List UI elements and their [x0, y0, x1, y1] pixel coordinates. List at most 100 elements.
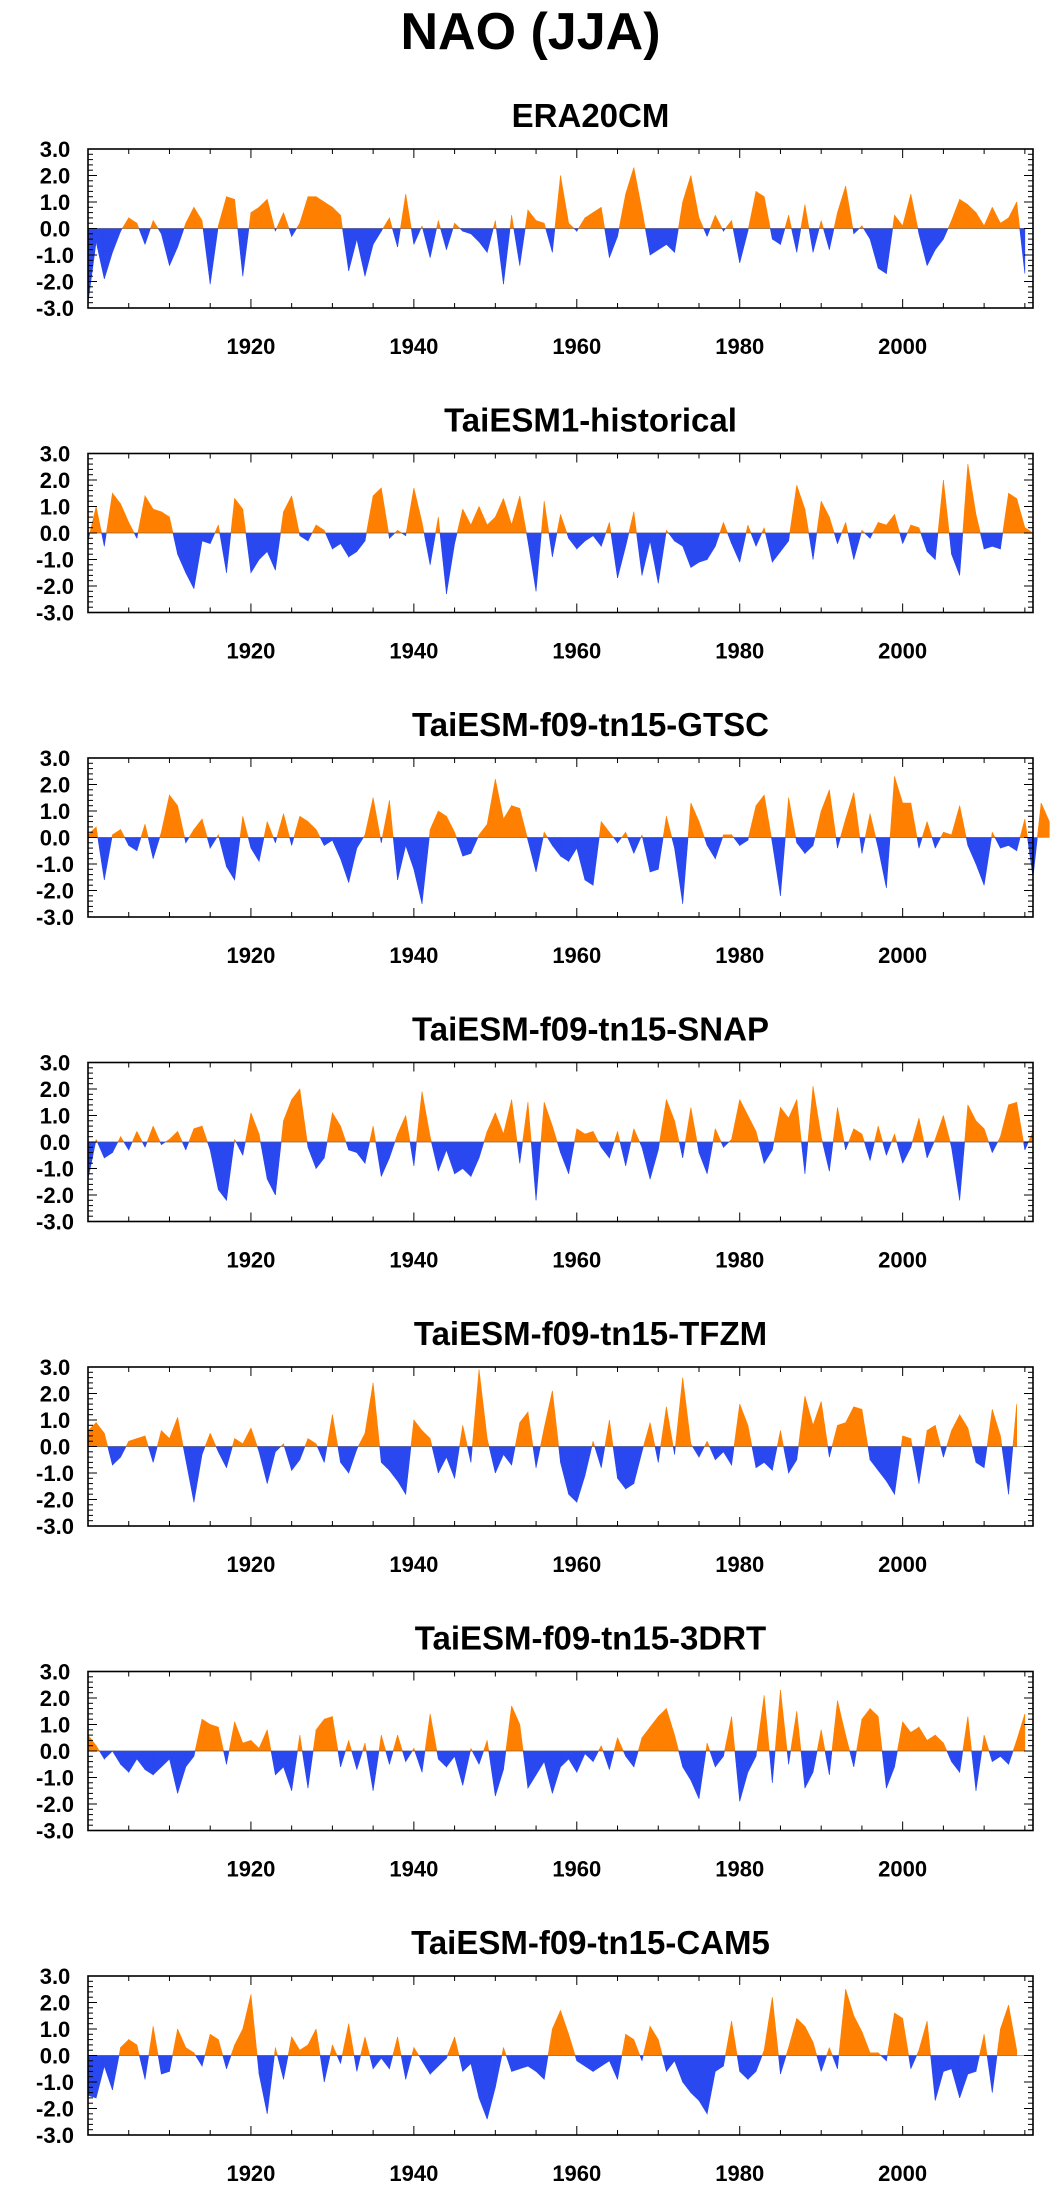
positive-area [276, 813, 284, 838]
negative-area [545, 228, 553, 253]
positive-area [902, 193, 912, 229]
x-tick-label: 1980 [715, 1248, 764, 1273]
positive-area [364, 1382, 374, 1447]
x-tick-label: 2000 [878, 1552, 927, 1577]
negative-area [172, 532, 178, 555]
positive-area [861, 529, 866, 534]
positive-area [934, 1425, 942, 1447]
negative-area [185, 1750, 195, 1768]
negative-area [275, 1446, 282, 1453]
negative-area [918, 1446, 926, 1484]
positive-area [774, 1690, 781, 1752]
negative-area [266, 2055, 275, 2114]
negative-area [617, 837, 623, 844]
positive-area [185, 207, 195, 229]
negative-area [625, 1446, 635, 1490]
negative-area [772, 1141, 775, 1151]
y-tick-label: 2.0 [40, 164, 71, 189]
panel-title: TaiESM-f09-tn15-SNAP [412, 1011, 769, 1048]
negative-area [682, 2055, 692, 2094]
negative-area [275, 837, 278, 843]
negative-area [181, 1141, 187, 1151]
negative-area [242, 228, 250, 277]
negative-area [682, 1141, 686, 1158]
positive-area [503, 2047, 507, 2056]
negative-area [706, 1141, 714, 1174]
positive-area [120, 2038, 130, 2056]
positive-area [416, 1091, 423, 1143]
negative-area [250, 837, 260, 863]
negative-area [552, 228, 556, 253]
positive-area [435, 517, 439, 534]
positive-area [413, 1748, 416, 1752]
positive-area [177, 1131, 183, 1143]
negative-area [584, 837, 594, 886]
x-tick-label: 1980 [715, 639, 764, 664]
positive-area [934, 1115, 944, 1143]
positive-area [910, 524, 920, 534]
positive-area [947, 220, 952, 229]
negative-area [202, 228, 211, 285]
negative-area [609, 1750, 615, 1770]
negative-area [808, 228, 814, 253]
negative-area [543, 2055, 549, 2080]
negative-area [405, 2055, 413, 2080]
positive-area [816, 1729, 822, 1752]
positive-area [620, 831, 626, 838]
negative-area [226, 532, 232, 573]
y-tick-label: -1.0 [36, 852, 74, 877]
positive-area [315, 1718, 325, 1752]
negative-area [546, 837, 553, 847]
positive-area [682, 175, 692, 229]
negative-area [144, 228, 151, 245]
negative-area [423, 532, 431, 565]
positive-area [287, 2036, 292, 2056]
negative-area [413, 837, 423, 904]
negative-area [438, 1446, 447, 1474]
positive-area [703, 1441, 708, 1447]
positive-area [926, 1424, 936, 1447]
positive-area [193, 1125, 203, 1143]
negative-area [454, 532, 458, 544]
positive-area [410, 1419, 415, 1447]
positive-area [486, 1112, 496, 1143]
positive-area [332, 2044, 338, 2056]
negative-area [951, 532, 960, 576]
positive-area [600, 820, 610, 838]
positive-area [796, 1711, 802, 1752]
positive-area [446, 816, 455, 838]
negative-area [372, 2055, 382, 2070]
positive-area [169, 517, 174, 534]
positive-area [943, 831, 952, 838]
negative-area [772, 1750, 776, 1783]
positive-area [283, 1099, 292, 1143]
positive-area [796, 485, 806, 534]
negative-area [470, 228, 480, 243]
negative-area [739, 2055, 749, 2081]
positive-area [280, 511, 284, 534]
negative-area [1001, 1446, 1009, 1495]
positive-area [837, 1422, 846, 1447]
positive-area [818, 220, 822, 229]
negative-area [780, 228, 786, 245]
positive-area [332, 1111, 341, 1143]
negative-area [405, 1750, 413, 1763]
negative-area [209, 532, 216, 544]
negative-area [731, 1446, 735, 1466]
negative-area [910, 2055, 918, 2069]
positive-area [763, 795, 772, 838]
positive-area [967, 464, 977, 534]
negative-area [967, 2055, 977, 2075]
negative-area [991, 2055, 998, 2093]
negative-area [389, 1141, 396, 1158]
positive-area [755, 1131, 760, 1143]
positive-area [910, 802, 918, 838]
y-tick-label: 1.0 [40, 2017, 71, 2042]
y-tick-label: 1.0 [40, 1713, 71, 1738]
negative-area [107, 1446, 113, 1466]
negative-area [641, 2055, 644, 2061]
negative-area [139, 2055, 146, 2080]
negative-area [560, 1446, 569, 1495]
negative-area [194, 2055, 203, 2068]
negative-area [226, 1750, 230, 1765]
